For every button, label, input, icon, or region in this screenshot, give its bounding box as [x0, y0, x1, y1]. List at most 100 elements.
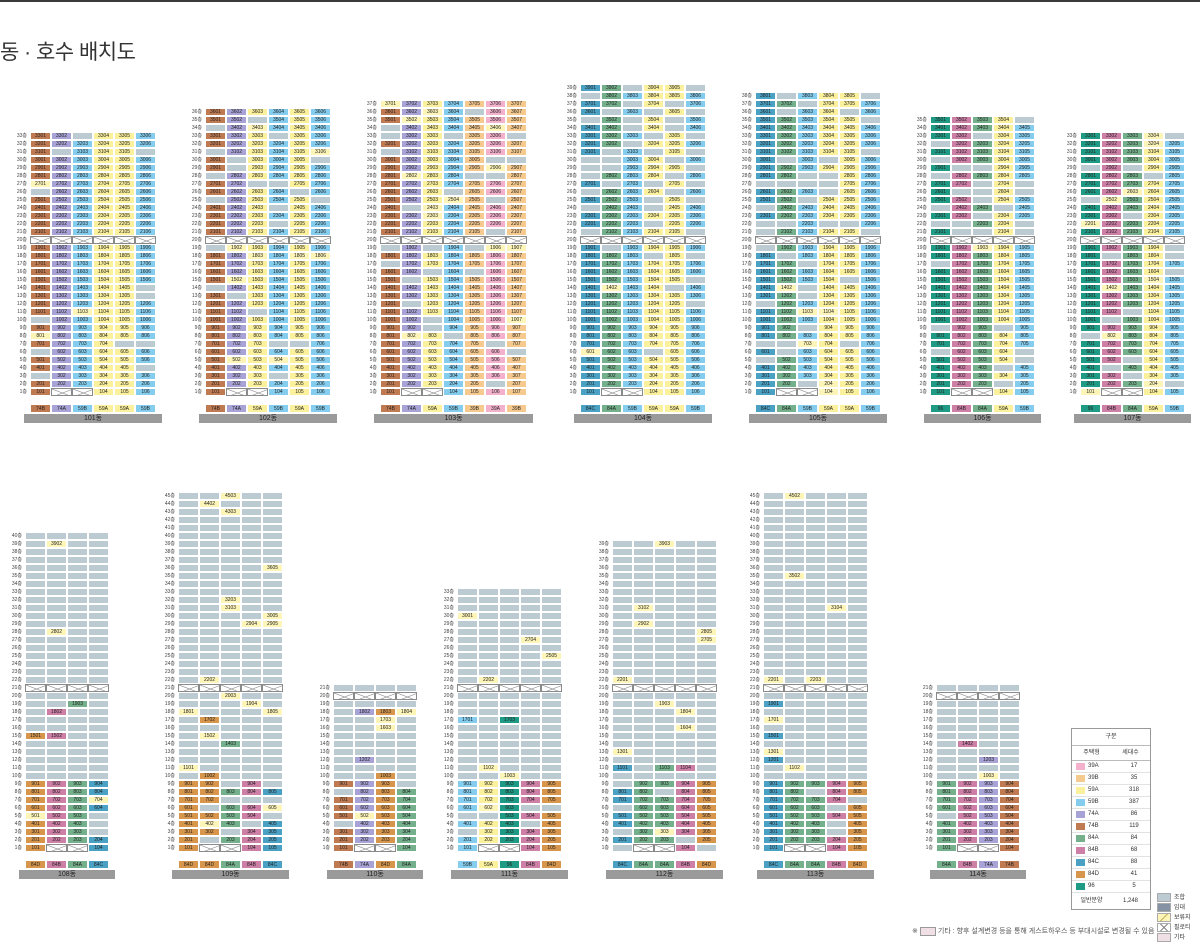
- unit-cell: 605: [262, 804, 283, 812]
- unit-cell: 2702: [226, 180, 247, 188]
- piloti-cell: [67, 844, 88, 852]
- unit-cell: 1902: [51, 244, 72, 252]
- unit-cell: 1201: [205, 300, 226, 308]
- unit-cell: 1903: [67, 700, 88, 708]
- floor-label: 37층: [566, 101, 577, 107]
- unit-cell: 2904: [1143, 164, 1164, 172]
- unit-cell: [664, 116, 685, 124]
- unit-cell: 1205: [114, 300, 135, 308]
- unit-cell: [46, 668, 67, 676]
- unit-cell: 3705: [464, 100, 485, 108]
- unit-cell: [826, 748, 847, 756]
- unit-cell: [763, 644, 784, 652]
- unit-cell: [755, 204, 776, 212]
- unit-cell: [675, 588, 696, 596]
- unit-cell: 3204: [1143, 140, 1164, 148]
- unit-cell: [457, 660, 478, 668]
- floor-label: 2층: [752, 837, 760, 843]
- floor-label: 2층: [369, 381, 377, 387]
- unit-cell: 504: [520, 812, 541, 820]
- unit-cell: [999, 724, 1020, 732]
- unit-cell: [784, 500, 805, 508]
- unit-cell: 3103: [622, 148, 643, 156]
- floor-label: 23층: [191, 213, 202, 219]
- unit-cell: [262, 732, 283, 740]
- floor-label: 4층: [601, 821, 609, 827]
- piloti-cell: [354, 844, 375, 852]
- unit-cell: [199, 660, 220, 668]
- unit-cell: 3101: [30, 148, 51, 156]
- unit-cell: 105: [664, 388, 685, 396]
- floor-label: 37층: [749, 557, 760, 563]
- floor-label: 29층: [191, 165, 202, 171]
- unit-cell: 602: [51, 348, 72, 356]
- floor-label: 8층: [919, 333, 927, 339]
- unit-cell: [457, 740, 478, 748]
- type-label: 59B: [860, 404, 881, 413]
- type-label: 74B: [999, 860, 1020, 869]
- unit-cell: 702: [1101, 340, 1122, 348]
- unit-cell: [199, 628, 220, 636]
- floor-label: 39층: [749, 541, 760, 547]
- unit-cell: 705: [664, 340, 685, 348]
- unit-cell: 2901: [205, 164, 226, 172]
- unit-cell: 3304: [93, 132, 114, 140]
- unit-cell: 606: [485, 348, 506, 356]
- type-label: 84A: [654, 860, 675, 869]
- unit-cell: [67, 556, 88, 564]
- unit-cell: 2101: [1080, 228, 1101, 236]
- unit-cell: [999, 700, 1020, 708]
- floor-label: 23층: [749, 669, 760, 675]
- floor-label: 20층: [598, 693, 609, 699]
- unit-cell: [199, 748, 220, 756]
- unit-cell: 2104: [993, 228, 1014, 236]
- unit-cell: 405: [289, 364, 310, 372]
- unit-cell: 2302: [1101, 212, 1122, 220]
- unit-cell: 307: [506, 372, 527, 380]
- unit-cell: 3305: [1014, 132, 1035, 140]
- unit-cell: 1004: [1143, 316, 1164, 324]
- unit-cell: 3401: [580, 124, 601, 132]
- type-label: 84A: [220, 860, 241, 869]
- floor-label: 20층: [191, 237, 202, 243]
- unit-cell: [957, 700, 978, 708]
- unit-cell: 2306: [310, 212, 331, 220]
- unit-cell: [580, 204, 601, 212]
- unit-cell: 2706: [310, 180, 331, 188]
- refuge-floor-cell: [930, 236, 951, 244]
- unit-cell: [978, 708, 999, 716]
- floor-label: 11층: [599, 765, 609, 771]
- unit-cell: [633, 676, 654, 684]
- unit-cell: 3201: [380, 140, 401, 148]
- refuge-floor-cell: [375, 692, 396, 700]
- unit-cell: 2604: [993, 188, 1014, 196]
- unit-cell: [25, 668, 46, 676]
- floor-label: 40층: [11, 533, 22, 539]
- unit-cell: [580, 172, 601, 180]
- unit-cell: 303: [67, 828, 88, 836]
- unit-cell: [262, 652, 283, 660]
- unit-cell: [654, 772, 675, 780]
- floor-label: 8층: [446, 789, 454, 795]
- unit-cell: 405: [696, 820, 717, 828]
- type-label: 84A: [601, 404, 622, 413]
- unit-cell: [826, 708, 847, 716]
- unit-cell: 2905: [1014, 164, 1035, 172]
- unit-cell: [520, 724, 541, 732]
- unit-cell: [478, 700, 499, 708]
- unit-cell: 3202: [951, 140, 972, 148]
- unit-cell: [25, 612, 46, 620]
- floor-label: 12층: [366, 301, 377, 307]
- unit-cell: 2501: [580, 196, 601, 204]
- unit-cell: [978, 684, 999, 692]
- unit-cell: 3403: [972, 124, 993, 132]
- type-label: 39B: [506, 404, 527, 413]
- unit-cell: [763, 668, 784, 676]
- unit-cell: 4503: [220, 492, 241, 500]
- floor-label: 41층: [749, 525, 760, 531]
- unit-cell: [241, 556, 262, 564]
- floor-label: 32층: [916, 141, 927, 147]
- unit-cell: 1205: [289, 300, 310, 308]
- unit-cell: [375, 756, 396, 764]
- floor-label: 20층: [922, 693, 933, 699]
